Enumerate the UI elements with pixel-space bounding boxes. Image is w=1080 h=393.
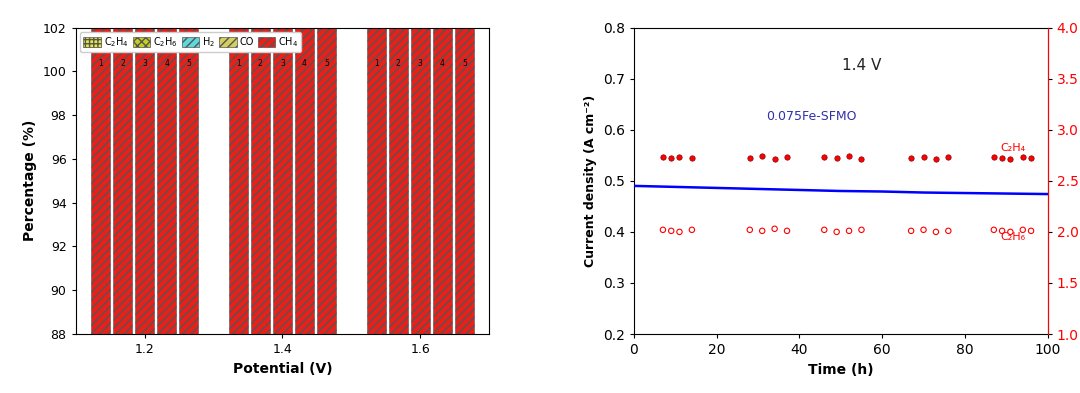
Point bbox=[754, 228, 771, 234]
Point bbox=[766, 226, 783, 232]
Point bbox=[994, 155, 1011, 162]
Text: 3: 3 bbox=[418, 59, 422, 68]
X-axis label: Time (h): Time (h) bbox=[808, 363, 874, 376]
Bar bbox=[273, 0, 292, 334]
Point bbox=[1014, 154, 1031, 160]
Text: 3: 3 bbox=[280, 59, 285, 68]
Text: 2: 2 bbox=[396, 59, 401, 68]
Text: 1: 1 bbox=[374, 59, 378, 68]
Text: 1.4 V: 1.4 V bbox=[841, 58, 881, 73]
Point bbox=[766, 156, 783, 162]
Y-axis label: Percentage (%): Percentage (%) bbox=[23, 120, 37, 241]
Text: 4: 4 bbox=[302, 59, 307, 68]
Text: 5: 5 bbox=[186, 59, 191, 68]
X-axis label: Potential (V): Potential (V) bbox=[232, 362, 333, 376]
Text: C₂H₆: C₂H₆ bbox=[1000, 232, 1025, 242]
Point bbox=[903, 155, 920, 162]
Point bbox=[1023, 155, 1040, 162]
Point bbox=[940, 154, 957, 160]
Bar bbox=[455, 0, 474, 334]
Point bbox=[928, 156, 945, 162]
Point bbox=[671, 154, 688, 160]
Point bbox=[915, 154, 932, 160]
Text: 5: 5 bbox=[462, 59, 467, 68]
Point bbox=[662, 228, 679, 234]
Point bbox=[779, 228, 796, 234]
Point bbox=[779, 154, 796, 160]
Point bbox=[903, 228, 920, 234]
Point bbox=[741, 227, 758, 233]
Bar bbox=[91, 0, 110, 334]
Point bbox=[662, 155, 679, 162]
Point bbox=[994, 228, 1011, 234]
Y-axis label: Current density (A cm⁻²): Current density (A cm⁻²) bbox=[584, 95, 597, 267]
Point bbox=[815, 154, 833, 160]
Point bbox=[840, 228, 858, 234]
Point bbox=[754, 153, 771, 160]
Point bbox=[828, 155, 846, 162]
Point bbox=[940, 228, 957, 234]
Bar bbox=[389, 0, 408, 334]
Point bbox=[654, 227, 672, 233]
Text: 3: 3 bbox=[143, 59, 147, 68]
Text: 4: 4 bbox=[440, 59, 445, 68]
Point bbox=[985, 227, 1002, 233]
Text: 1: 1 bbox=[235, 59, 241, 68]
Point bbox=[671, 229, 688, 235]
Point bbox=[1023, 228, 1040, 234]
Text: 5: 5 bbox=[324, 59, 329, 68]
Point bbox=[853, 156, 870, 162]
Point bbox=[853, 227, 870, 233]
Point bbox=[741, 155, 758, 162]
Text: 1: 1 bbox=[98, 59, 103, 68]
Text: 0.075Fe-SFMO: 0.075Fe-SFMO bbox=[767, 110, 858, 123]
Bar bbox=[229, 0, 248, 334]
Bar bbox=[295, 0, 314, 334]
Bar bbox=[366, 0, 386, 334]
Point bbox=[828, 229, 846, 235]
Bar bbox=[433, 0, 453, 334]
Point bbox=[684, 227, 701, 233]
Text: 2: 2 bbox=[258, 59, 262, 68]
Point bbox=[915, 227, 932, 233]
Point bbox=[1002, 156, 1020, 162]
Bar bbox=[410, 0, 430, 334]
Legend: C$_2$H$_4$, C$_2$H$_6$, H$_2$, CO, CH$_4$: C$_2$H$_4$, C$_2$H$_6$, H$_2$, CO, CH$_4… bbox=[81, 32, 301, 52]
Point bbox=[1002, 229, 1020, 235]
Point bbox=[684, 155, 701, 162]
Point bbox=[654, 154, 672, 160]
Bar bbox=[135, 0, 154, 334]
Point bbox=[985, 154, 1002, 160]
Bar bbox=[251, 0, 270, 334]
Text: 2: 2 bbox=[120, 59, 125, 68]
Bar bbox=[112, 0, 132, 334]
Bar bbox=[157, 0, 176, 334]
Point bbox=[928, 229, 945, 235]
Point bbox=[1014, 227, 1031, 233]
Point bbox=[815, 227, 833, 233]
Point bbox=[840, 153, 858, 160]
Bar bbox=[316, 0, 336, 334]
Text: 4: 4 bbox=[164, 59, 170, 68]
Text: C₂H₄: C₂H₄ bbox=[1000, 143, 1025, 153]
Bar bbox=[179, 0, 199, 334]
